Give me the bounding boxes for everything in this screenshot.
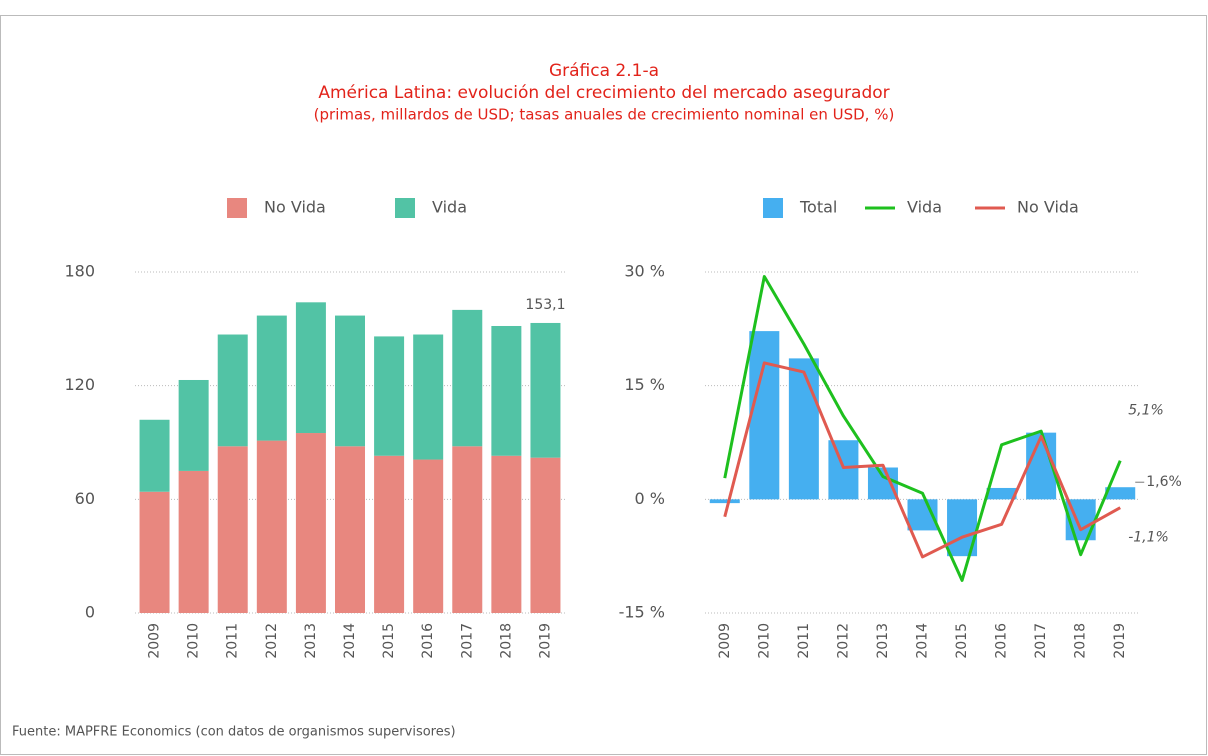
x-tick-label: 2010 <box>186 623 202 659</box>
bar <box>452 309 483 447</box>
bar <box>178 470 209 613</box>
bar <box>374 336 405 456</box>
line <box>723 275 1122 582</box>
title: Gráfica 2.1-a <box>549 61 659 81</box>
subtitle: América Latina: evolución del crecimient… <box>318 83 889 103</box>
line <box>723 361 1121 559</box>
bar <box>295 302 326 434</box>
x-tick-label: 2014 <box>915 623 931 659</box>
x-tick-label: 2015 <box>954 623 970 659</box>
x-tick-label: 2014 <box>342 623 358 659</box>
bar <box>256 440 287 613</box>
bar <box>788 358 819 500</box>
bar <box>828 440 859 500</box>
bar <box>1105 487 1136 500</box>
legend-label: Total <box>799 198 837 217</box>
bar <box>295 433 326 613</box>
note: (primas, millardos de USD; tasas anuales… <box>314 106 895 124</box>
y-tick-label: 0 % <box>635 489 665 508</box>
total-label: 153,1 <box>525 297 565 313</box>
y-tick-label: 180 <box>64 262 95 281</box>
bar <box>413 459 444 613</box>
value-label: -1,1% <box>1128 530 1169 546</box>
x-tick-label: 2010 <box>756 623 772 659</box>
x-tick-label: 2016 <box>994 623 1010 659</box>
x-tick-label: 2018 <box>498 623 514 659</box>
source: Fuente: MAPFRE Economics (con datos de o… <box>12 725 456 740</box>
bar <box>178 379 209 471</box>
x-tick-label: 2009 <box>147 623 163 659</box>
x-tick-label: 2009 <box>717 623 733 659</box>
y-tick-label: 15 % <box>624 375 665 394</box>
bar <box>413 334 444 460</box>
y-tick-label: 30 % <box>624 262 665 281</box>
legend-swatch <box>395 198 415 218</box>
legend-swatch <box>227 198 247 218</box>
bar <box>335 446 365 613</box>
bar <box>139 419 170 492</box>
x-tick-label: 2019 <box>537 623 553 659</box>
bar <box>986 487 1017 500</box>
y-tick-label: 60 <box>75 489 95 508</box>
x-tick-label: 2019 <box>1112 623 1128 659</box>
bar <box>217 446 248 613</box>
value-label: 1,6% <box>1146 474 1182 490</box>
bar <box>217 334 248 447</box>
x-tick-label: 2011 <box>796 623 812 659</box>
bar <box>374 455 405 613</box>
x-tick-label: 2017 <box>459 623 475 659</box>
bar <box>530 322 561 458</box>
bar <box>452 446 483 613</box>
y-tick-label: 0 <box>85 603 95 622</box>
bar <box>867 467 898 500</box>
x-tick-label: 2011 <box>225 623 241 659</box>
bar <box>139 491 170 613</box>
legend-label: Vida <box>907 198 942 217</box>
bar <box>256 315 287 441</box>
x-tick-label: 2013 <box>875 623 891 659</box>
bar <box>491 325 522 456</box>
y-tick-label: 120 <box>64 375 95 394</box>
bar <box>491 455 522 613</box>
x-tick-label: 2017 <box>1033 623 1049 659</box>
x-tick-label: 2015 <box>381 623 397 659</box>
legend-swatch <box>763 198 783 218</box>
frame <box>0 15 1207 755</box>
value-label: 5,1% <box>1128 403 1164 419</box>
bar <box>749 331 780 500</box>
bar <box>530 457 561 613</box>
bar <box>335 315 365 447</box>
x-tick-label: 2012 <box>264 623 280 659</box>
y-tick-label: -15 % <box>619 603 665 622</box>
x-tick-label: 2016 <box>420 623 436 659</box>
bar <box>709 499 740 504</box>
legend-label: No Vida <box>1017 198 1079 217</box>
x-tick-label: 2012 <box>835 623 851 659</box>
x-tick-label: 2018 <box>1073 623 1089 659</box>
x-tick-label: 2013 <box>303 623 319 659</box>
legend-label: Vida <box>432 198 467 217</box>
legend-label: No Vida <box>264 198 326 217</box>
